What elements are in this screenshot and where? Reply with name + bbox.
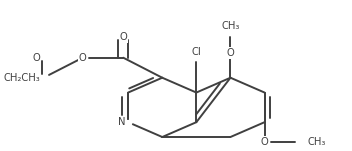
Text: O: O <box>227 48 234 58</box>
Text: CH₃: CH₃ <box>221 21 240 31</box>
Text: O: O <box>261 137 269 147</box>
Text: O: O <box>119 32 127 42</box>
Text: N: N <box>118 117 126 127</box>
Text: CH₂CH₃: CH₂CH₃ <box>4 74 40 84</box>
Text: Cl: Cl <box>191 47 201 56</box>
Text: O: O <box>33 53 40 63</box>
Text: CH₃: CH₃ <box>308 137 326 147</box>
Text: O: O <box>79 53 87 63</box>
